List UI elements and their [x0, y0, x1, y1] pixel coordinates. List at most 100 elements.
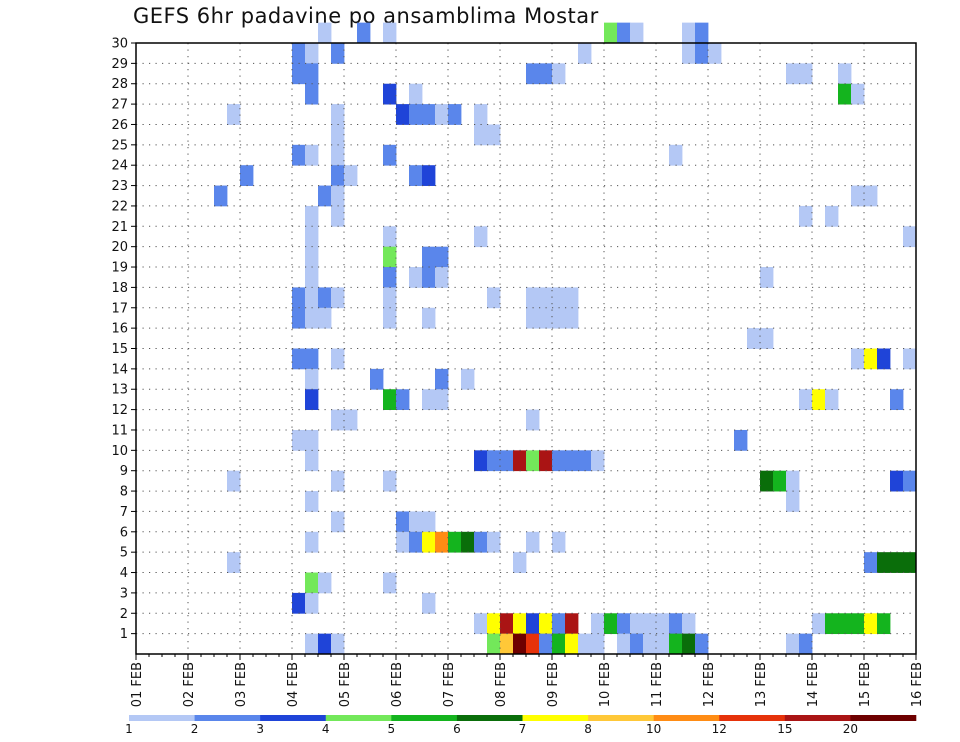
heatmap-cell: [513, 613, 527, 635]
y-tick-label: 9: [120, 464, 128, 479]
heatmap-cell: [786, 63, 800, 85]
heatmap-cell: [383, 307, 397, 329]
heatmap-cell: [461, 368, 475, 390]
heatmap-cell: [552, 450, 566, 472]
heatmap-cell: [526, 63, 540, 85]
y-tick-label: 19: [111, 261, 128, 276]
heatmap-cell: [552, 287, 566, 309]
heatmap-cell: [578, 633, 592, 655]
colorbar-label: 5: [388, 722, 396, 736]
heatmap-cell: [383, 246, 397, 268]
heatmap-cell: [422, 165, 436, 186]
heatmap-cell: [604, 613, 618, 635]
colorbar-label: 7: [519, 722, 527, 736]
heatmap-cell: [500, 633, 514, 655]
heatmap-cell: [539, 63, 553, 85]
heatmap-cell: [305, 287, 319, 309]
heatmap-cell: [565, 613, 579, 635]
heatmap-cell: [838, 83, 852, 105]
y-tick-label: 20: [111, 240, 128, 255]
heatmap-cell: [708, 43, 722, 64]
x-tick-label: 04 FEB: [286, 662, 301, 707]
heatmap-cell: [773, 470, 787, 492]
heatmap-cell: [786, 633, 800, 655]
heatmap-cell: [565, 287, 579, 309]
heatmap-cell: [812, 389, 826, 410]
y-tick-label: 17: [111, 301, 128, 316]
heatmap-cell: [526, 450, 540, 472]
x-tick-label: 11 FEB: [650, 662, 665, 707]
heatmap-cell: [877, 348, 891, 370]
heatmap-cell: [214, 185, 228, 207]
heatmap-cell: [305, 592, 319, 614]
heatmap-cell: [552, 531, 566, 553]
heatmap-cell: [305, 348, 319, 370]
heatmap-cell: [370, 368, 384, 390]
heatmap-cell: [305, 368, 319, 390]
colorbar-swatch: [391, 715, 458, 721]
heatmap-cell: [630, 22, 644, 44]
colorbar-swatch: [653, 715, 720, 721]
heatmap-cell: [526, 409, 540, 431]
colorbar-swatch: [522, 715, 589, 721]
colorbar-swatch: [719, 715, 786, 721]
heatmap-cell: [474, 104, 488, 125]
heatmap-cell: [591, 633, 605, 655]
heatmap-cell: [474, 531, 488, 553]
heatmap-cell: [422, 389, 436, 410]
heatmap-cell: [851, 83, 865, 105]
heatmap-cell: [435, 389, 449, 410]
y-tick-label: 26: [111, 118, 128, 133]
heatmap-cell: [305, 307, 319, 329]
y-tick-label: 4: [120, 566, 128, 581]
heatmap-cell: [331, 409, 345, 431]
heatmap-cell: [409, 511, 423, 533]
heatmap-cell: [487, 613, 501, 635]
heatmap-cell: [422, 531, 436, 553]
colorbar-swatch: [456, 715, 523, 721]
heatmap-cell: [448, 104, 462, 125]
y-tick-label: 11: [111, 423, 128, 438]
heatmap-cell: [318, 287, 332, 309]
y-tick-label: 23: [111, 179, 128, 194]
x-tick-label: 02 FEB: [182, 662, 197, 707]
heatmap-cell: [305, 246, 319, 268]
heatmap-cell: [357, 22, 371, 44]
y-tick-label: 24: [111, 159, 128, 174]
heatmap-cell: [487, 531, 501, 553]
heatmap-cell: [435, 267, 449, 288]
heatmap-cell: [305, 491, 319, 512]
heatmap-cell: [344, 409, 358, 431]
heatmap-cell: [305, 83, 319, 105]
heatmap-cell: [747, 328, 761, 349]
heatmap-cell: [669, 144, 683, 166]
heatmap-cell: [422, 511, 436, 533]
heatmap-cell: [760, 328, 774, 349]
heatmap-cell: [864, 613, 878, 635]
heatmap-cell: [487, 124, 501, 146]
heatmap-cell: [682, 22, 696, 44]
heatmap-cell: [695, 633, 709, 655]
y-tick-label: 7: [120, 505, 128, 520]
heatmap-cell: [474, 124, 488, 146]
heatmap-cell: [305, 63, 319, 85]
heatmap-cell: [526, 307, 540, 329]
heatmap-cell: [292, 348, 306, 370]
y-tick-label: 27: [111, 98, 128, 113]
heatmap-cell: [864, 348, 878, 370]
heatmap-cell: [383, 389, 397, 410]
y-tick-label: 15: [111, 342, 128, 357]
heatmap-cell: [903, 226, 917, 248]
heatmap-cell: [526, 613, 540, 635]
heatmap-cell: [435, 104, 449, 125]
heatmap-cell: [487, 287, 501, 309]
heatmap-cell: [396, 104, 410, 125]
colorbar: 1 2 3 4 5 6 7 8 10 12 15 20: [125, 715, 917, 736]
heatmap-cell: [617, 613, 631, 635]
heatmap-cell: [890, 389, 904, 410]
heatmap-cell: [500, 450, 514, 472]
x-tick-label: 09 FEB: [546, 662, 561, 707]
heatmap-cell: [396, 531, 410, 553]
heatmap-cell: [318, 307, 332, 329]
heatmap-cell: [448, 531, 462, 553]
